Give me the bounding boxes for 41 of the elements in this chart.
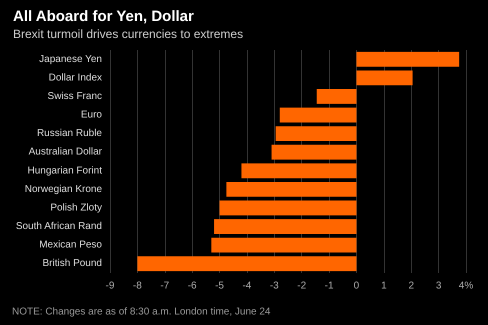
y-tick-label: Swiss Franc — [48, 90, 102, 102]
x-tick-label: 1 — [381, 280, 388, 292]
bar — [241, 163, 356, 178]
chart-subtitle: Brexit turmoil drives currencies to extremes — [13, 27, 244, 41]
x-tick-label: -9 — [106, 280, 115, 292]
y-tick-label: Hungarian Forint — [28, 165, 102, 176]
bar — [211, 238, 356, 253]
y-tick-label: Russian Ruble — [36, 128, 102, 140]
bar — [137, 256, 356, 272]
x-tick-label: -8 — [132, 280, 142, 292]
bar — [356, 70, 413, 86]
x-tick-label: 2 — [408, 280, 414, 292]
x-tick-label: 4% — [458, 280, 474, 292]
x-tick-label: -3 — [270, 280, 280, 292]
x-tick-label: -6 — [188, 280, 198, 292]
bar — [272, 144, 356, 160]
y-tick-label: Euro — [80, 110, 102, 121]
text: NOTE: Changes are as of 8:30 a.m. London time, June 24 — [12, 306, 271, 318]
x-tick-label: -7 — [160, 280, 170, 292]
bar — [220, 200, 356, 216]
y-tick-label: British Pound — [42, 258, 102, 270]
x-tick-label: -5 — [215, 280, 224, 292]
bar — [280, 108, 356, 122]
y-tick-label: Australian Dollar — [28, 146, 103, 158]
bar — [276, 126, 356, 142]
x-tick-label: -2 — [297, 280, 307, 292]
x-tick-label: -4 — [242, 280, 252, 292]
bar — [214, 219, 356, 234]
chart-title: All Aboard for Yen, Dollar — [13, 8, 194, 25]
x-tick-label: -1 — [324, 280, 334, 292]
y-tick-label: Dollar Index — [48, 72, 102, 84]
bar — [356, 52, 460, 67]
y-tick-label: South African Rand — [16, 221, 102, 232]
y-tick-label: Japanese Yen — [39, 54, 102, 65]
bar — [316, 89, 356, 104]
y-tick-label: Norwegian Krone — [24, 184, 102, 195]
y-tick-label: Mexican Peso — [39, 240, 102, 251]
bar — [226, 182, 356, 197]
x-tick-label: 3 — [436, 280, 442, 292]
x-tick-label: 0 — [354, 280, 360, 292]
y-tick-label: Polish Zloty — [50, 202, 102, 214]
